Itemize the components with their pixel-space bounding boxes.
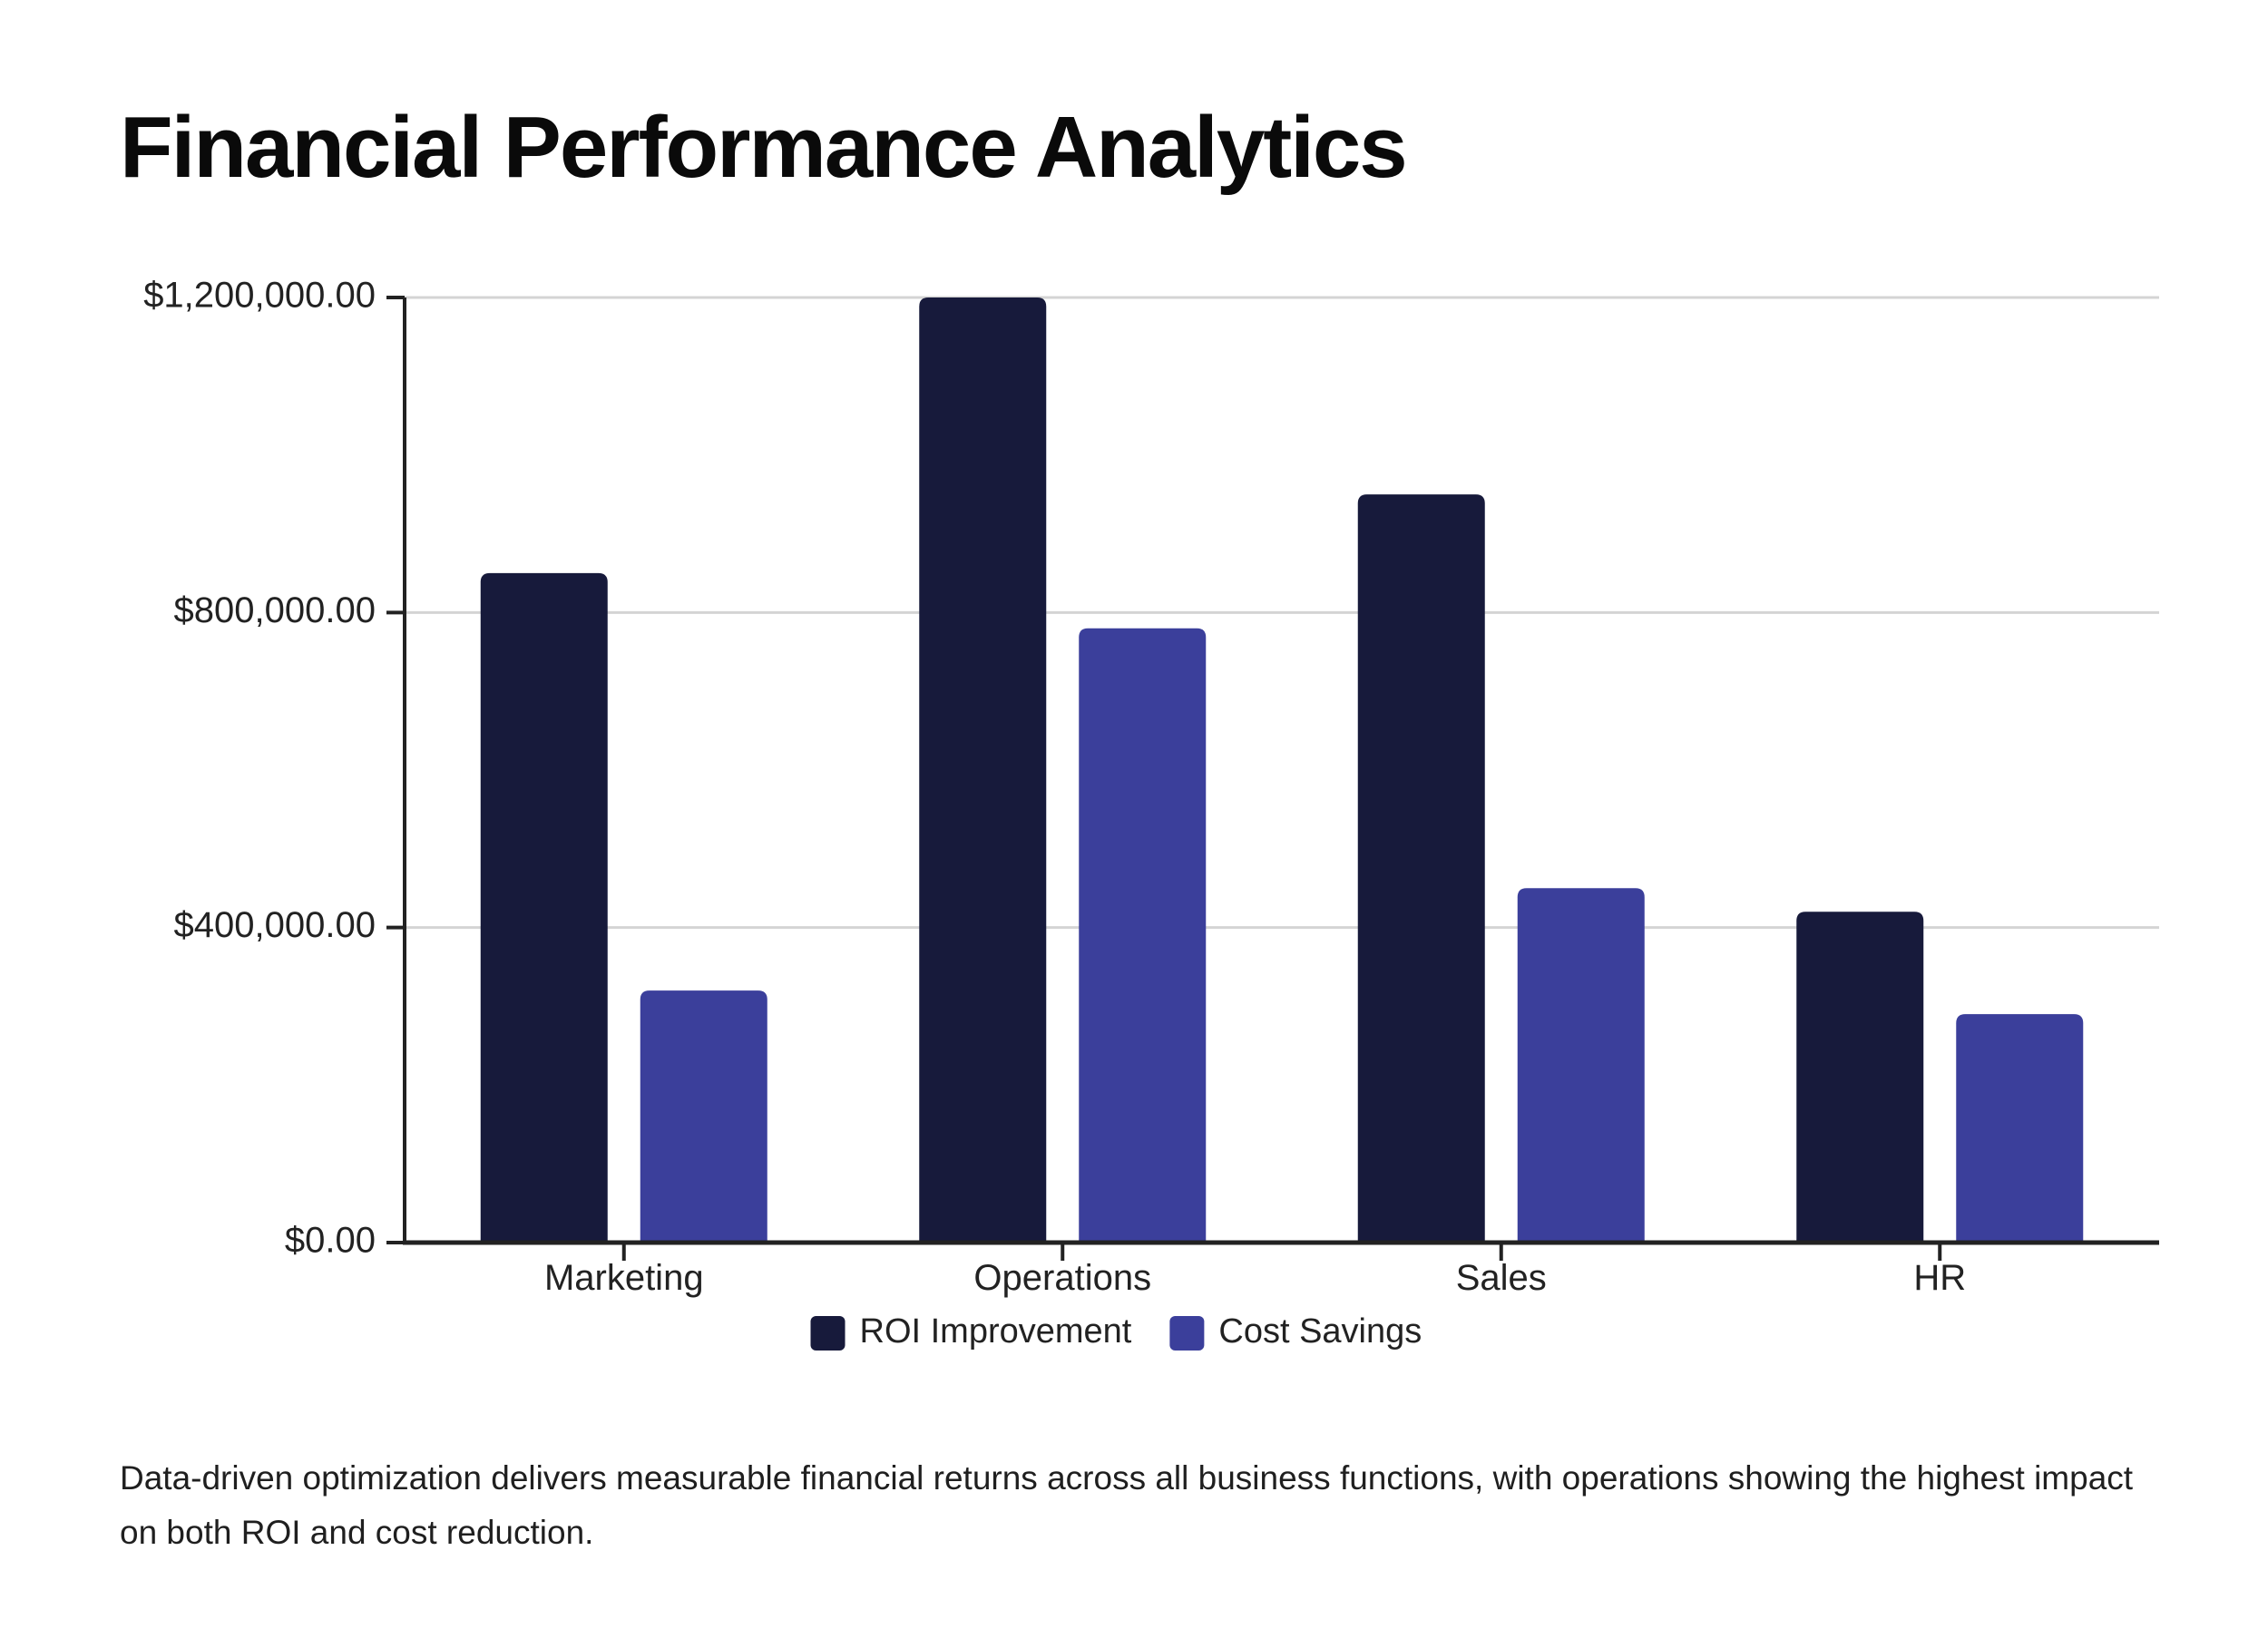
y-tick-label: $400,000.00 bbox=[174, 905, 376, 945]
bar-roi-improvement-sales bbox=[1357, 494, 1485, 1243]
y-tick-label: $0.00 bbox=[285, 1221, 376, 1261]
x-tick-label: HR bbox=[1913, 1258, 1966, 1298]
legend-swatch bbox=[1169, 1316, 1205, 1351]
x-tick-label: Operations bbox=[973, 1258, 1151, 1298]
legend-label: ROI Improvement bbox=[860, 1312, 1132, 1351]
bar-cost-savings-sales bbox=[1517, 888, 1645, 1243]
chart-caption: Data-driven optimization delivers measur… bbox=[120, 1459, 2134, 1551]
page-title: Financial Performance Analytics bbox=[120, 99, 1408, 196]
bar-chart: $0.00 $400,000.00 $800,000.00 $1,200,000.00… bbox=[143, 276, 2159, 1351]
y-tick-label: $800,000.00 bbox=[174, 590, 376, 630]
bar-cost-savings-marketing bbox=[640, 990, 767, 1243]
bar-roi-improvement-hr bbox=[1796, 912, 1924, 1243]
bar-roi-improvement-marketing bbox=[480, 572, 608, 1243]
gridlines bbox=[405, 296, 2159, 930]
y-tick-label: $1,200,000.00 bbox=[143, 276, 376, 316]
axes bbox=[386, 296, 2159, 1261]
x-tick-label: Marketing bbox=[544, 1258, 704, 1298]
bar-cost-savings-operations bbox=[1079, 628, 1207, 1243]
legend-label: Cost Savings bbox=[1218, 1312, 1422, 1351]
x-tick-label: Sales bbox=[1456, 1258, 1547, 1298]
bar-cost-savings-hr bbox=[1956, 1014, 2084, 1243]
axis-labels: $0.00 $400,000.00 $800,000.00 $1,200,000.00… bbox=[143, 276, 1966, 1298]
bar-roi-improvement-operations bbox=[919, 297, 1047, 1243]
legend-swatch bbox=[810, 1316, 846, 1351]
bars bbox=[480, 297, 2084, 1243]
legend: ROI Improvement Cost Savings bbox=[810, 1312, 1422, 1351]
